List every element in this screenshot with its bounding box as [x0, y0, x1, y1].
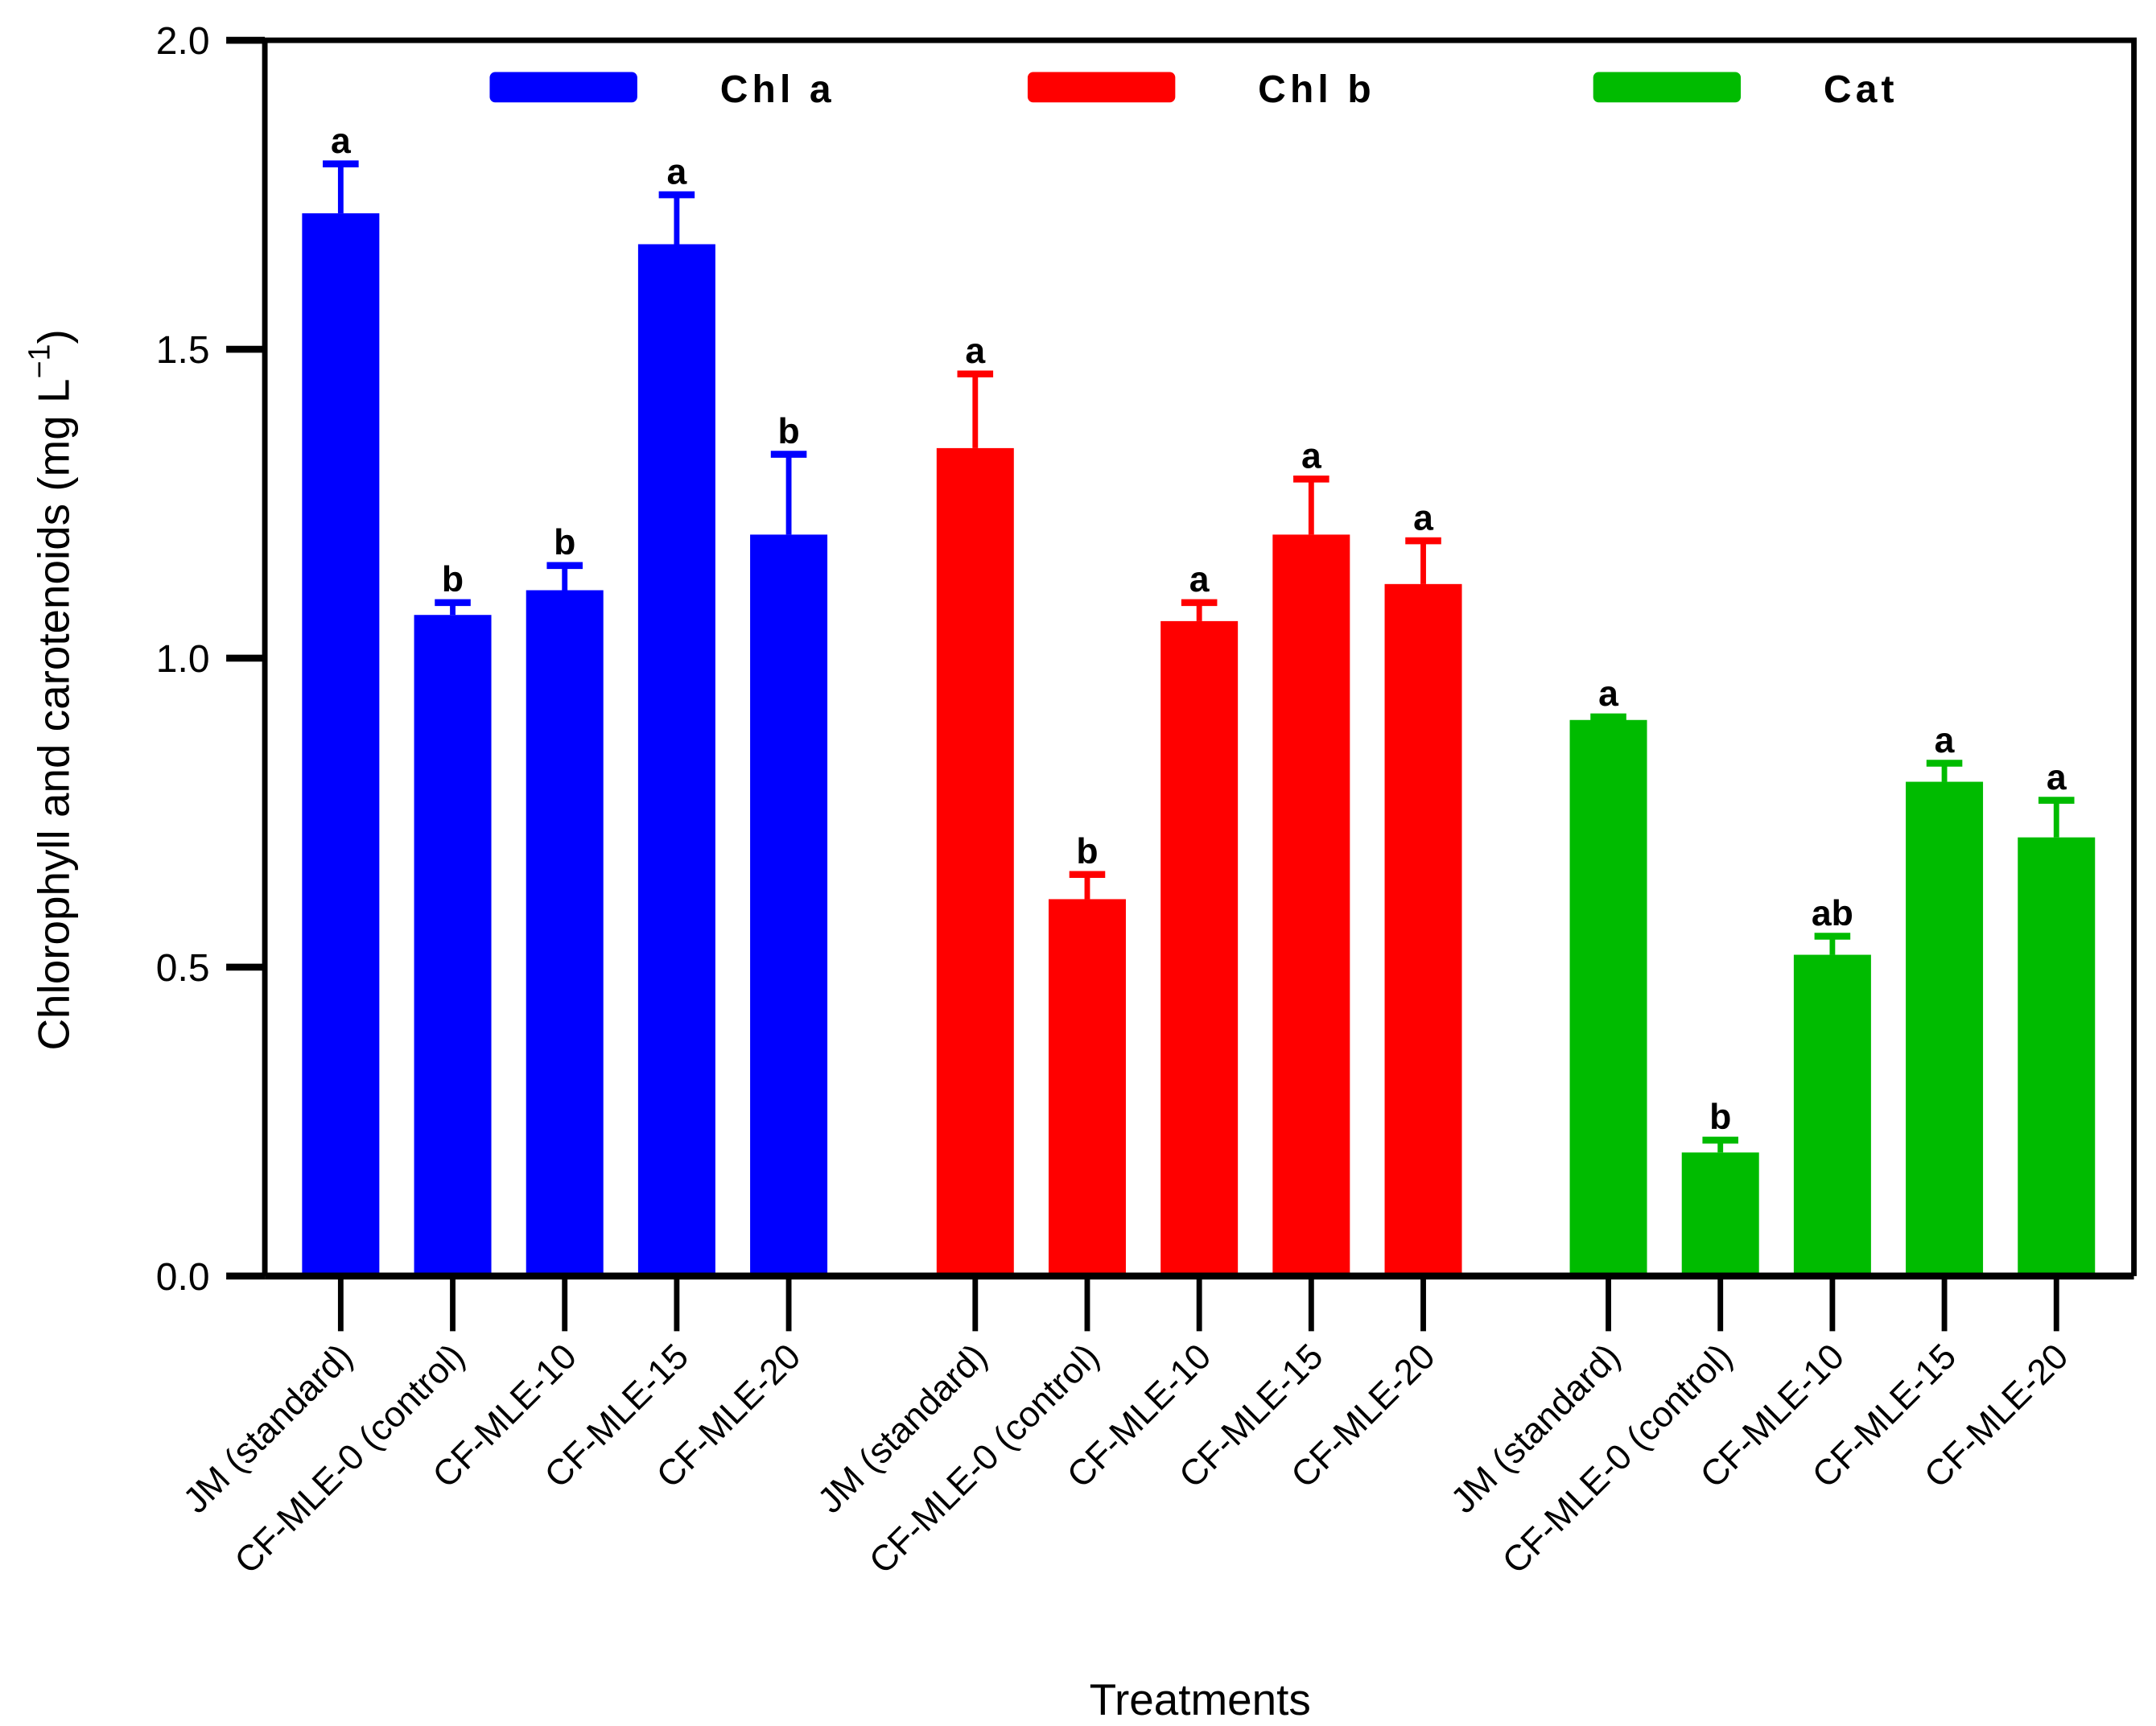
significance-letter: a [1598, 674, 1619, 714]
y-tick-label: 2.0 [156, 20, 210, 63]
significance-letter: a [331, 122, 352, 161]
significance-letter: b [554, 523, 575, 562]
significance-letter: a [1189, 560, 1210, 599]
bar [414, 615, 492, 1276]
y-tick-label: 0.0 [156, 1256, 210, 1299]
bar [936, 447, 1014, 1276]
bar [637, 244, 715, 1276]
y-tick-label: 1.0 [156, 638, 210, 681]
bar [1384, 583, 1462, 1276]
bar [1906, 781, 1984, 1276]
significance-letter: a [965, 332, 986, 371]
bar [2018, 837, 2096, 1276]
significance-letter: a [667, 152, 688, 192]
bar [1160, 620, 1239, 1276]
significance-letter: b [777, 412, 799, 451]
y-axis-label: Chlorophyll and carotenoids (mg L−1) [23, 329, 79, 1050]
bar [302, 213, 380, 1276]
bar [750, 534, 828, 1276]
legend-swatch [1593, 72, 1742, 103]
legend-label: Chl a [720, 68, 835, 111]
legend-swatch [489, 72, 637, 103]
bar [1272, 534, 1350, 1276]
significance-letter: b [1076, 832, 1098, 871]
bar [1048, 899, 1126, 1276]
significance-letter: b [1709, 1098, 1731, 1137]
significance-letter: ab [1812, 894, 1853, 933]
bar [526, 590, 604, 1276]
bar [1793, 954, 1871, 1276]
bar [1569, 719, 1647, 1276]
bar [1681, 1152, 1759, 1276]
significance-letter: a [1301, 437, 1322, 476]
y-tick-label: 1.5 [156, 329, 210, 372]
legend-label: Cat [1824, 68, 1898, 111]
x-axis-label: Treatments [1090, 1675, 1311, 1724]
significance-letter: b [442, 560, 464, 599]
y-tick-label: 0.5 [156, 947, 210, 990]
legend: Chl a Chl b Cat [489, 68, 1898, 111]
significance-letter: a [1935, 721, 1956, 760]
significance-letter: a [2047, 758, 2067, 797]
legend-label: Chl b [1258, 68, 1375, 111]
significance-letter: a [1413, 498, 1434, 538]
legend-swatch [1027, 72, 1176, 103]
